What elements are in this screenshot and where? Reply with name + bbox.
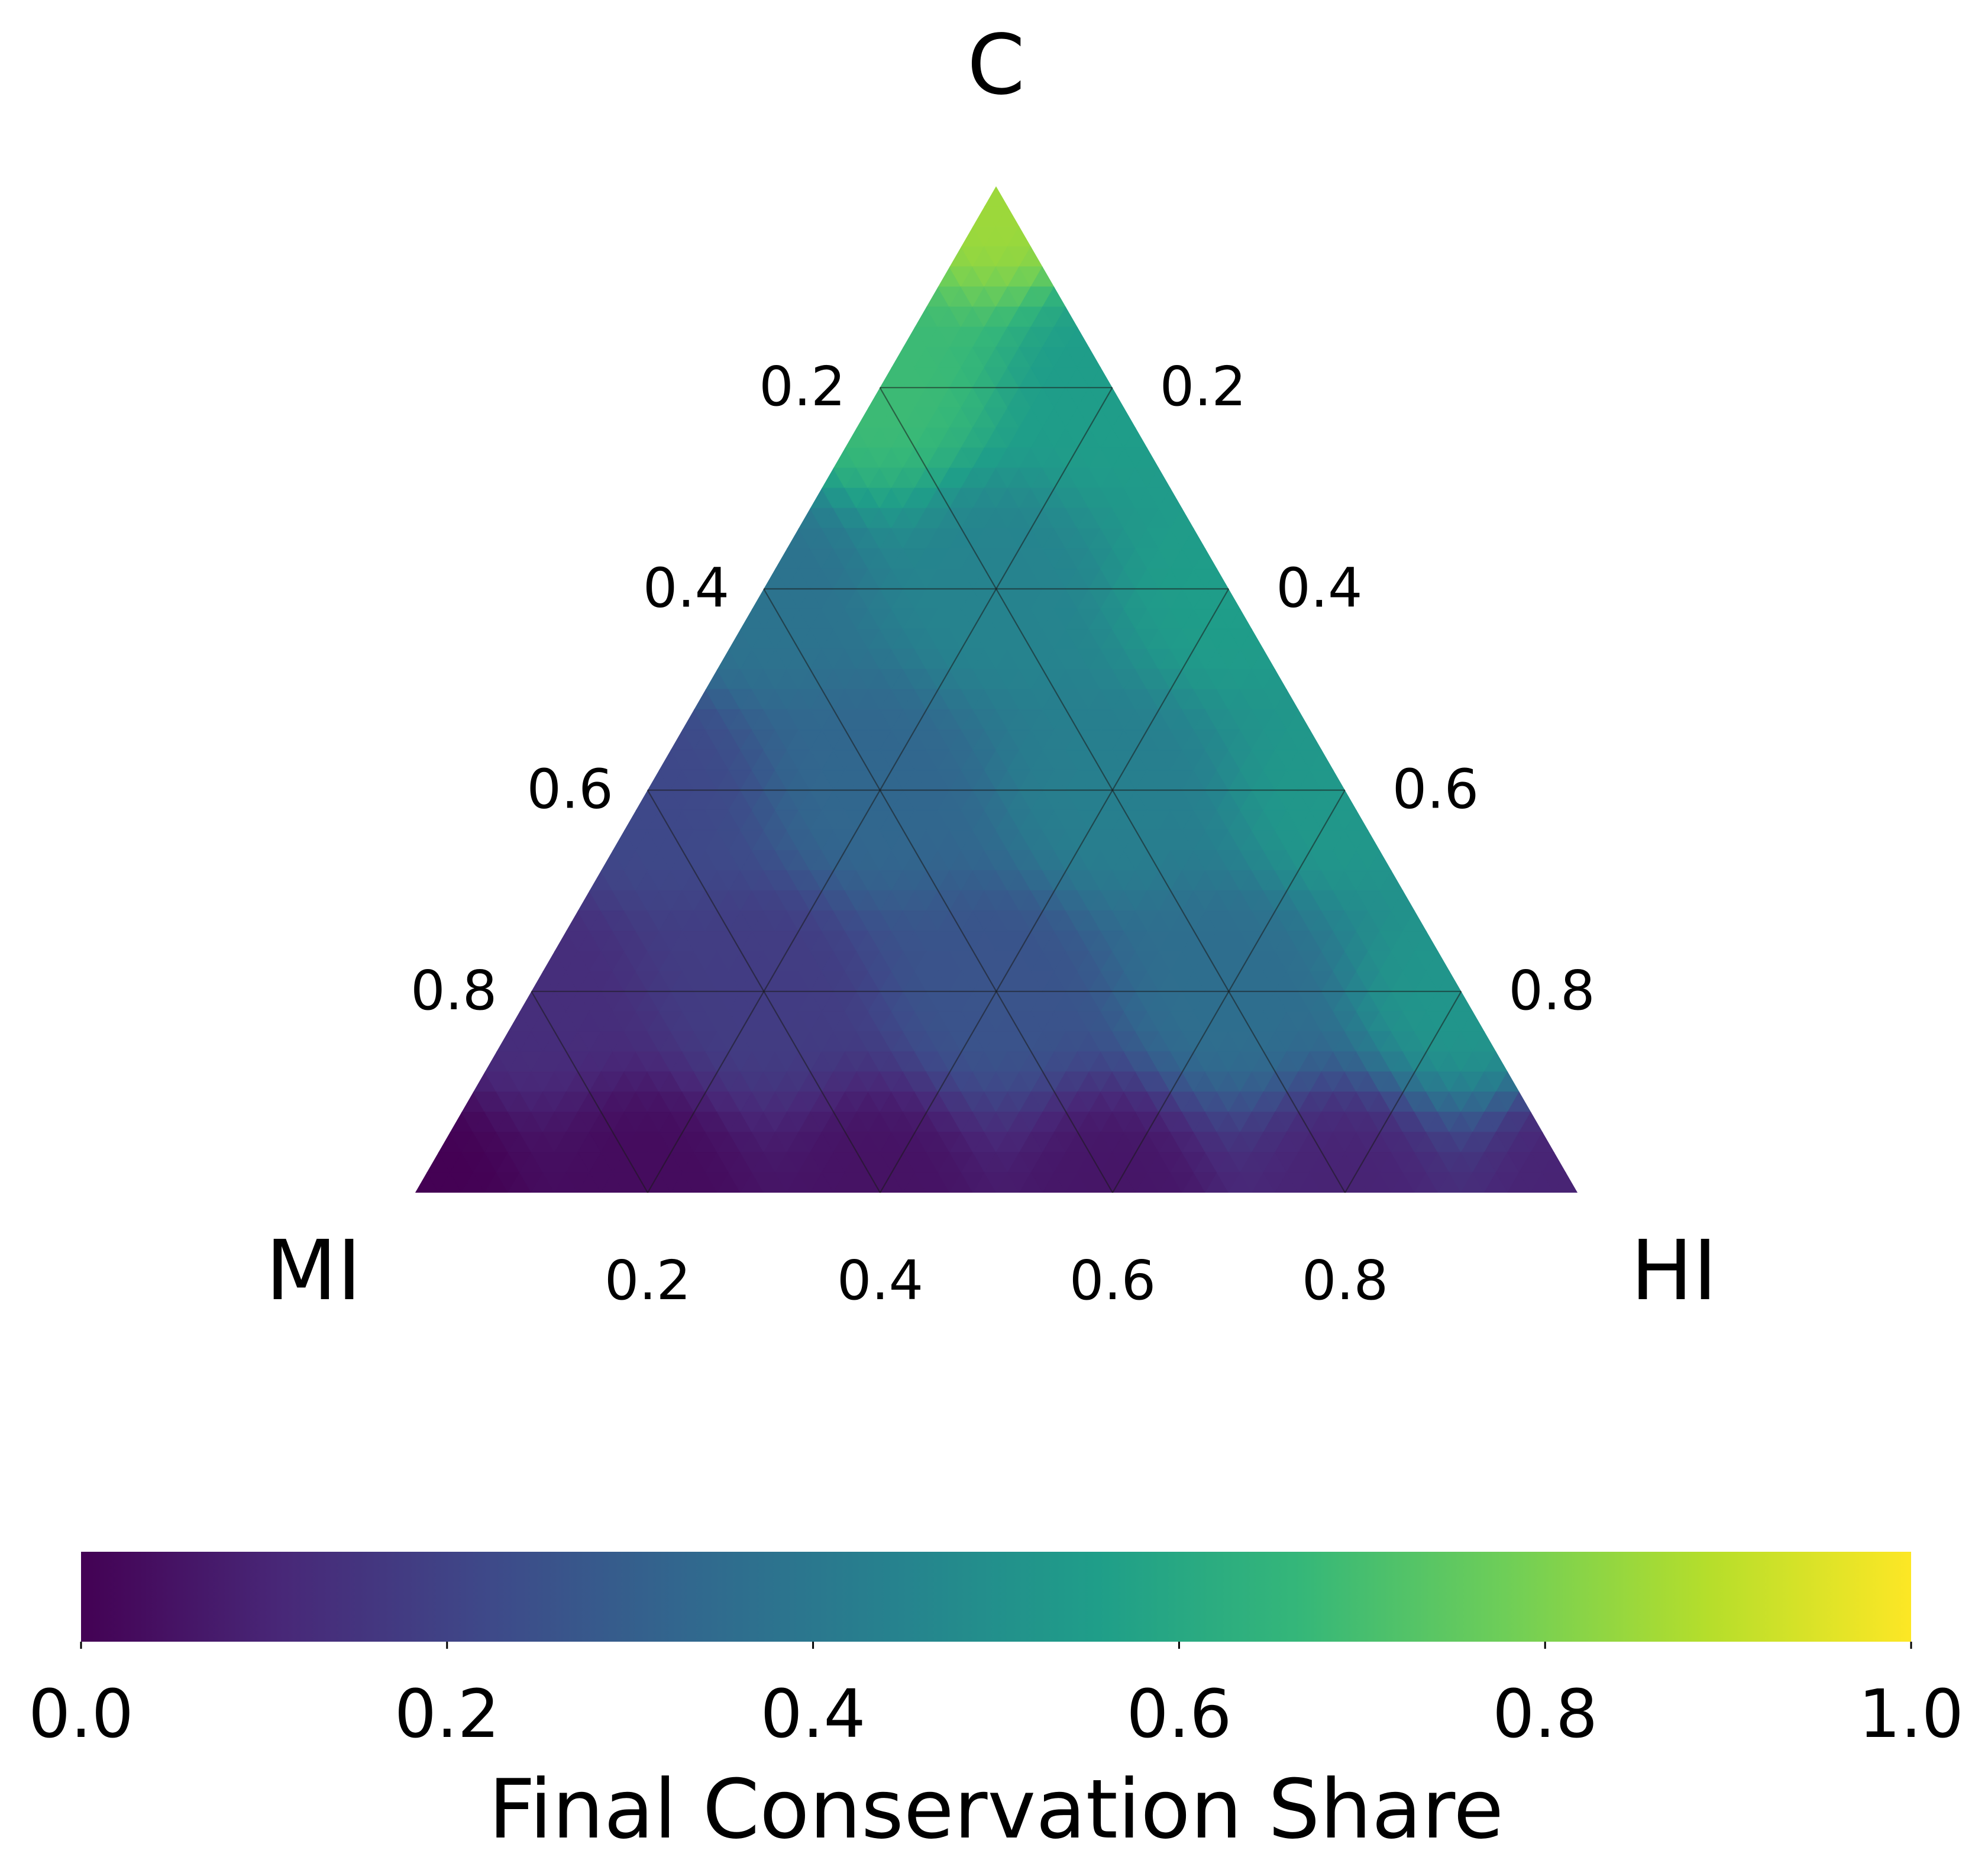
right-tick-label: 0.6 xyxy=(1392,758,1479,821)
grid-line-hi xyxy=(1112,790,1346,1193)
colorbar-tick-label: 0.6 xyxy=(1126,1676,1231,1753)
ternary-heatmap xyxy=(415,186,1578,1193)
heat-cell xyxy=(1553,1171,1578,1193)
corner-label-left: MI xyxy=(266,1223,361,1319)
grid-line-mi xyxy=(531,991,648,1193)
colorbar-tick-label: 0.2 xyxy=(395,1676,500,1753)
left-edge-ticks: 0.2 0.4 0.6 0.8 xyxy=(410,355,846,1022)
grid-line-mi xyxy=(763,588,1113,1193)
colorbar-tick-label: 0.0 xyxy=(28,1676,134,1753)
left-tick-label: 0.2 xyxy=(759,355,845,418)
colorbar-ticks: 0.0 0.2 0.4 0.6 0.8 1.0 xyxy=(28,1642,1964,1753)
left-tick-label: 0.4 xyxy=(643,556,729,619)
colorbar-tick-label: 0.8 xyxy=(1492,1676,1598,1753)
colorbar-label: Final Conservation Share xyxy=(489,1762,1504,1857)
right-tick-label: 0.8 xyxy=(1508,959,1595,1022)
corner-label-top: C xyxy=(967,17,1025,114)
heat-cell xyxy=(984,186,1008,207)
bottom-edge-ticks: 0.2 0.4 0.6 0.8 xyxy=(605,1249,1388,1312)
right-tick-label: 0.4 xyxy=(1276,556,1362,619)
bottom-tick-label: 0.2 xyxy=(605,1249,691,1312)
colorbar xyxy=(81,1552,1911,1642)
right-tick-label: 0.2 xyxy=(1160,355,1246,418)
bottom-tick-label: 0.6 xyxy=(1069,1249,1156,1312)
bottom-tick-label: 0.4 xyxy=(837,1249,923,1312)
right-edge-ticks: 0.8 0.6 0.4 0.2 xyxy=(1160,355,1595,1022)
grid-line-hi xyxy=(880,588,1230,1193)
grid-line-mi xyxy=(646,790,881,1193)
colorbar-tick-label: 0.4 xyxy=(761,1676,866,1753)
grid-line-hi xyxy=(1344,991,1462,1193)
colorbar-tick-label: 1.0 xyxy=(1858,1676,1964,1753)
ternary-grid xyxy=(531,387,1462,1193)
corner-label-right: HI xyxy=(1631,1223,1718,1319)
left-tick-label: 0.8 xyxy=(410,959,497,1022)
left-tick-label: 0.6 xyxy=(526,758,613,821)
bottom-tick-label: 0.8 xyxy=(1302,1249,1388,1312)
